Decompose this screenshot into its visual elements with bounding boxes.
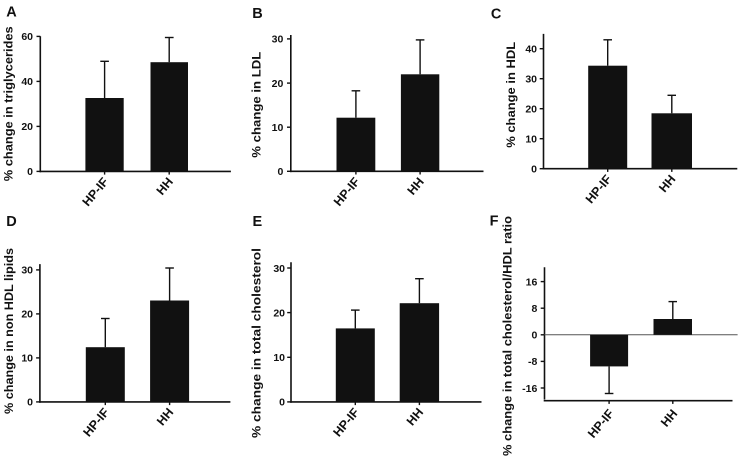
svg-text:0: 0 xyxy=(531,164,537,176)
svg-text:10: 10 xyxy=(272,122,284,134)
svg-text:20: 20 xyxy=(21,121,33,133)
svg-text:10: 10 xyxy=(525,134,537,146)
svg-text:60: 60 xyxy=(21,31,33,43)
svg-text:20: 20 xyxy=(272,78,284,90)
svg-text:% change in total cholesterol: % change in total cholesterol xyxy=(250,248,264,438)
svg-text:8: 8 xyxy=(531,303,537,315)
svg-text:10: 10 xyxy=(21,353,33,365)
svg-text:0: 0 xyxy=(27,397,33,409)
svg-text:16: 16 xyxy=(526,276,538,288)
svg-text:A: A xyxy=(6,5,17,21)
svg-text:D: D xyxy=(6,214,16,230)
svg-text:30: 30 xyxy=(273,263,285,275)
svg-text:% change in non HDL lipids: % change in non HDL lipids xyxy=(2,248,16,414)
svg-text:F: F xyxy=(490,214,499,230)
svg-text:0: 0 xyxy=(279,397,285,409)
svg-text:-16: -16 xyxy=(522,383,537,395)
svg-text:0: 0 xyxy=(531,330,537,342)
svg-text:-8: -8 xyxy=(528,356,537,368)
svg-text:30: 30 xyxy=(21,265,33,277)
svg-text:30: 30 xyxy=(272,34,284,46)
svg-text:20: 20 xyxy=(525,104,537,116)
svg-text:% change in total cholesterol/: % change in total cholesterol/HDL ratio xyxy=(501,216,515,456)
svg-text:30: 30 xyxy=(525,74,537,86)
svg-text:10: 10 xyxy=(273,352,285,364)
svg-text:40: 40 xyxy=(21,76,33,88)
svg-text:% change in LDL: % change in LDL xyxy=(250,52,264,158)
svg-text:20: 20 xyxy=(21,309,33,321)
svg-text:% change in triglycerides: % change in triglycerides xyxy=(1,26,15,181)
svg-text:E: E xyxy=(253,214,263,230)
svg-text:0: 0 xyxy=(277,166,283,178)
svg-text:% change in HDL: % change in HDL xyxy=(504,42,518,148)
svg-text:0: 0 xyxy=(27,166,33,178)
svg-text:B: B xyxy=(252,6,262,22)
svg-text:20: 20 xyxy=(273,307,285,319)
svg-text:C: C xyxy=(491,6,502,22)
svg-text:40: 40 xyxy=(525,44,537,56)
